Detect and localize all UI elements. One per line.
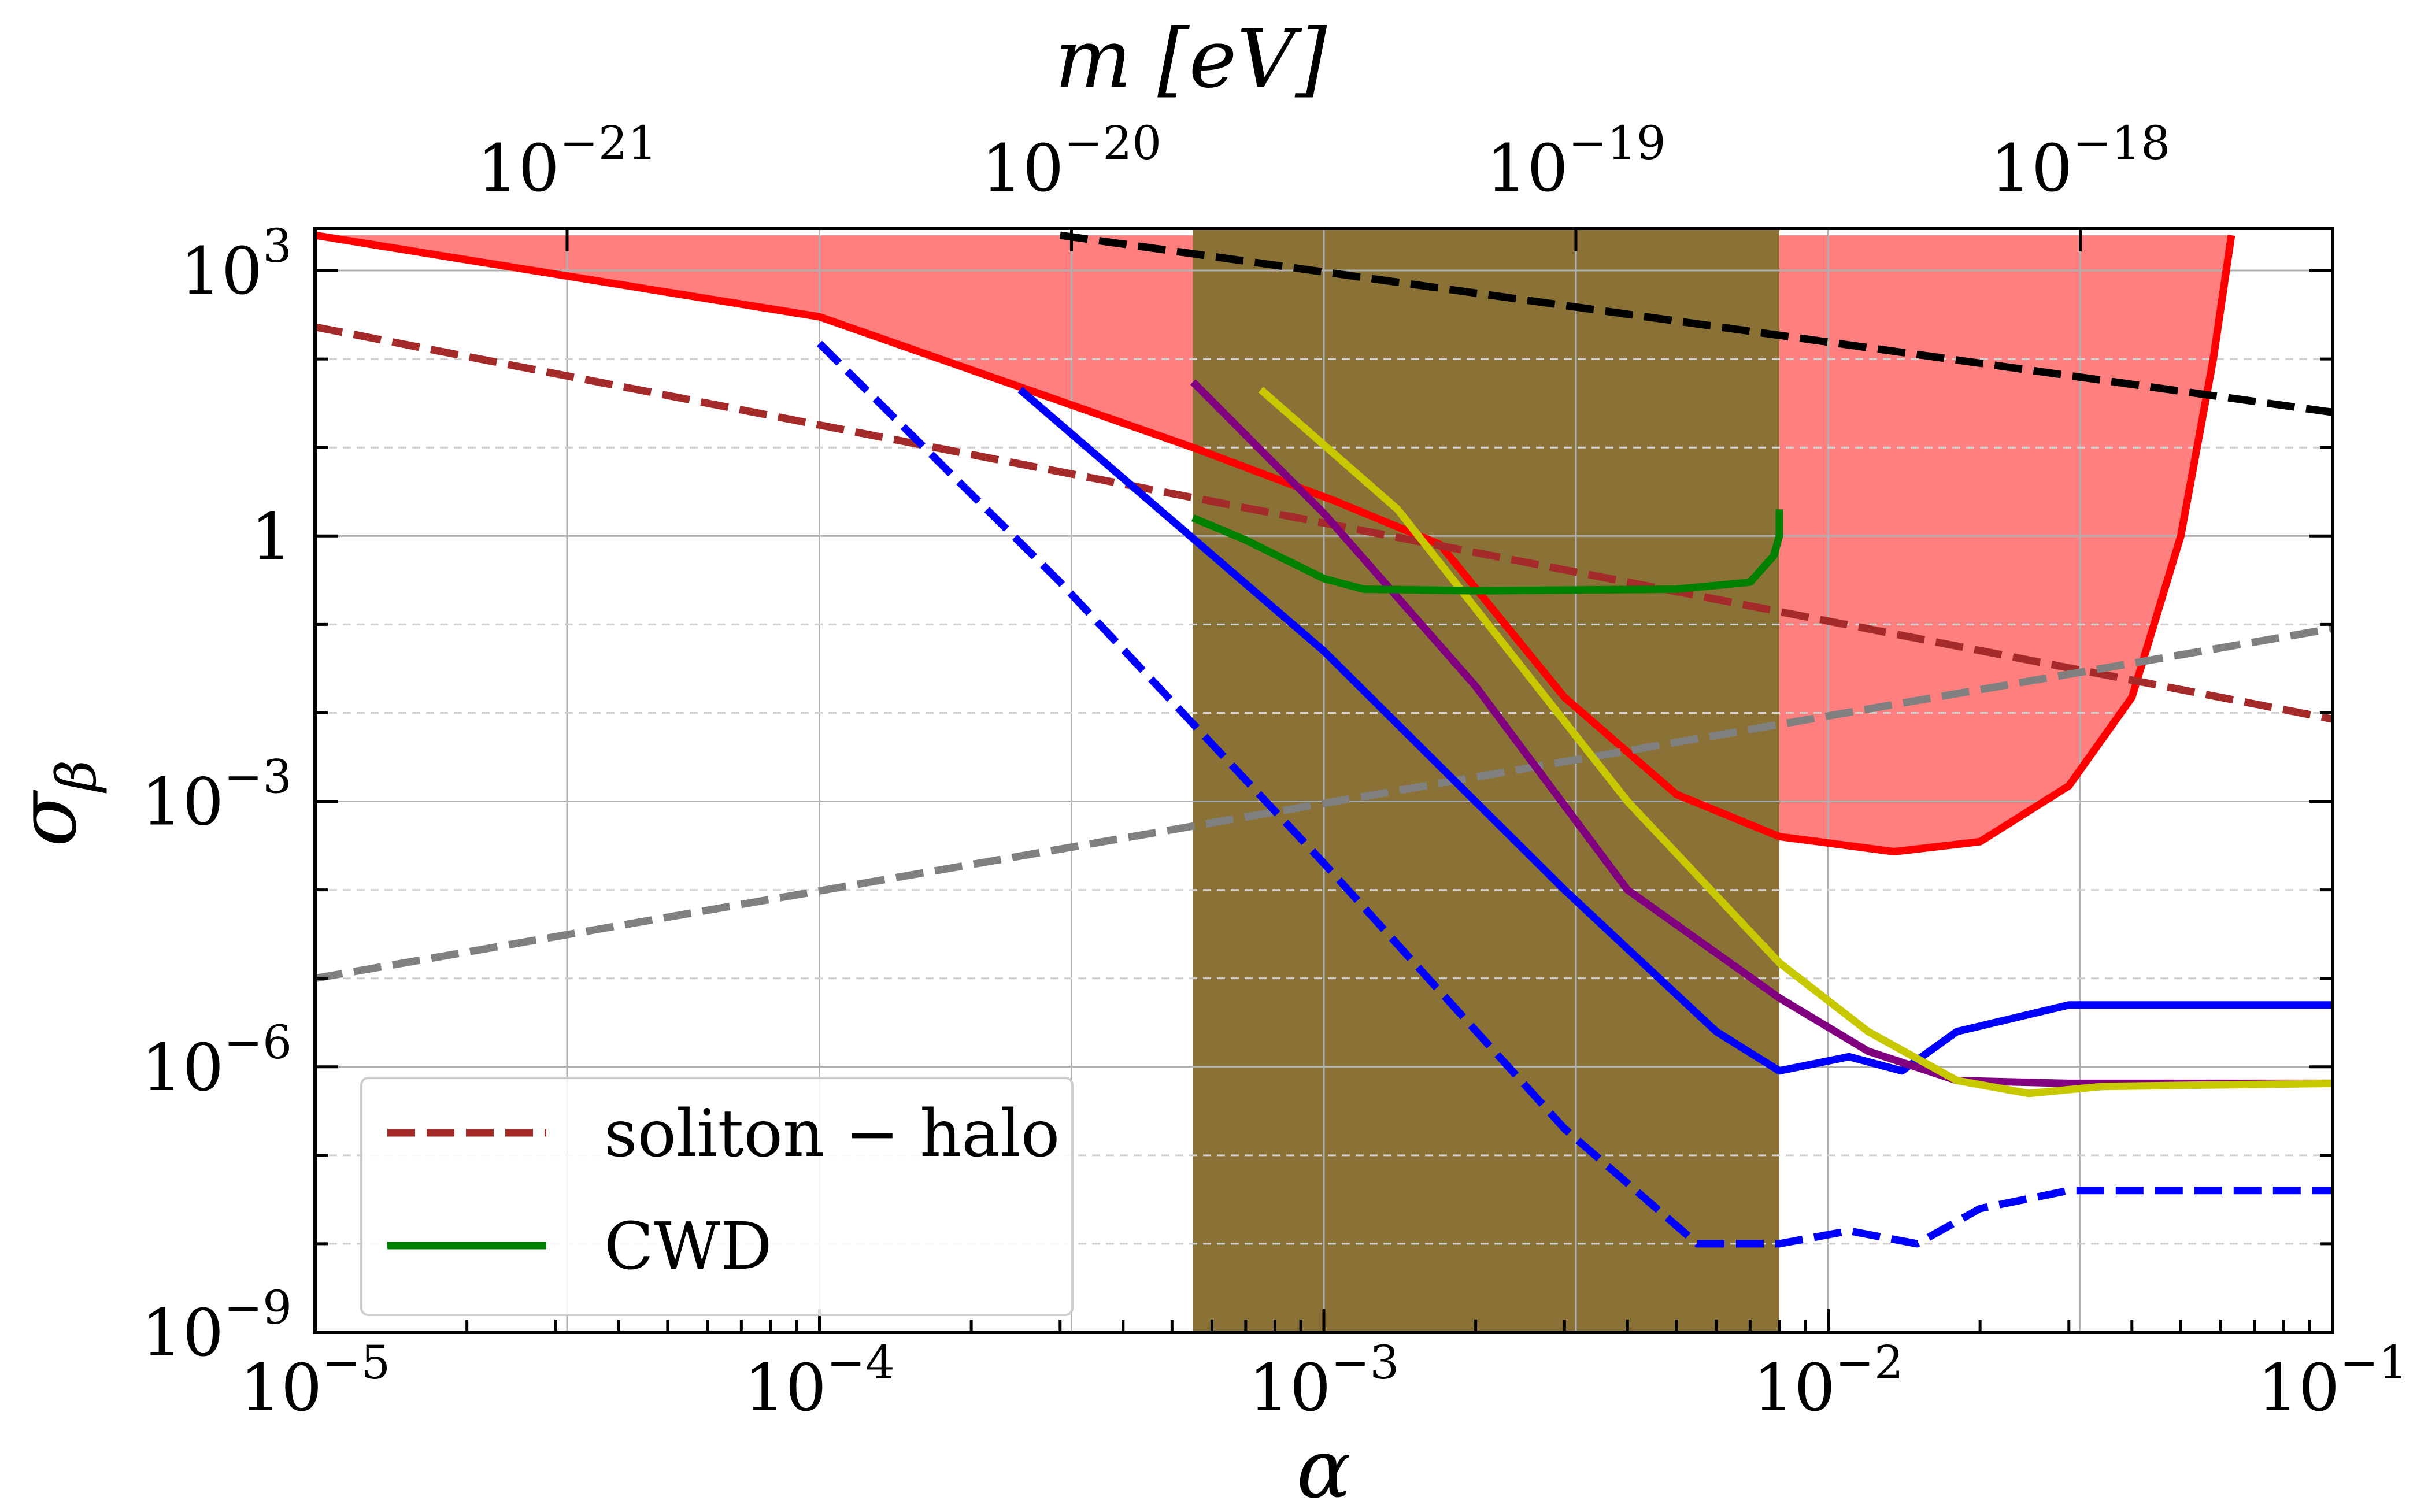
green-solid-line — [1191, 509, 1783, 595]
legend-label-soliton-halo: soliton − halo — [604, 1096, 1060, 1172]
top-axis-title: m [eV] — [1055, 12, 1327, 106]
blue-solid-line — [1017, 387, 2333, 1075]
solid-red-line — [315, 231, 2235, 856]
blue-dashed-line — [816, 340, 2333, 1248]
y-axis-title: σβ — [1, 760, 109, 847]
plot-frame — [313, 227, 2334, 1334]
y-axis-symbol: σ — [1, 790, 95, 847]
olive-band — [1193, 228, 1779, 1332]
y-tick-label: 10−6 — [142, 1016, 292, 1106]
purple-solid-line — [1190, 379, 2333, 1087]
top-tick-label: 10−20 — [982, 116, 1161, 206]
top-tick-label: 10−18 — [1990, 116, 2170, 206]
y-tick-label: 10−3 — [142, 750, 292, 840]
gray-dashed-line — [315, 624, 2333, 983]
y-tick-label: 1 — [251, 499, 292, 575]
x-axis-title: α — [1297, 1422, 1352, 1512]
y-tick-label: 103 — [180, 219, 292, 309]
series — [315, 231, 2333, 1248]
black-dashed-line — [1059, 231, 2333, 416]
y-tick-label: 10−9 — [142, 1281, 292, 1371]
x-tick-label: 10−2 — [1753, 1336, 1903, 1426]
ticks — [313, 228, 2334, 1334]
top-tick-label: 10−19 — [1486, 116, 1665, 206]
brown-dashed-line — [315, 323, 2333, 723]
top-tick-label: 10−21 — [477, 116, 657, 206]
x-tick-label: 10−4 — [744, 1336, 894, 1426]
legend: soliton − halo CWD — [360, 1077, 1074, 1316]
x-tick-label: 10−5 — [240, 1336, 390, 1426]
y-axis-subscript: β — [45, 760, 109, 794]
tick-labels: 10−5 10−4 10−3 10−2 10−1 10−21 10−20 10−19 10−18… — [142, 116, 2408, 1426]
x-tick-label: 10−3 — [1249, 1336, 1399, 1426]
legend-label-cwd: CWD — [604, 1209, 772, 1284]
x-tick-label: 10−1 — [2257, 1336, 2408, 1426]
legend-box — [360, 1077, 1074, 1316]
